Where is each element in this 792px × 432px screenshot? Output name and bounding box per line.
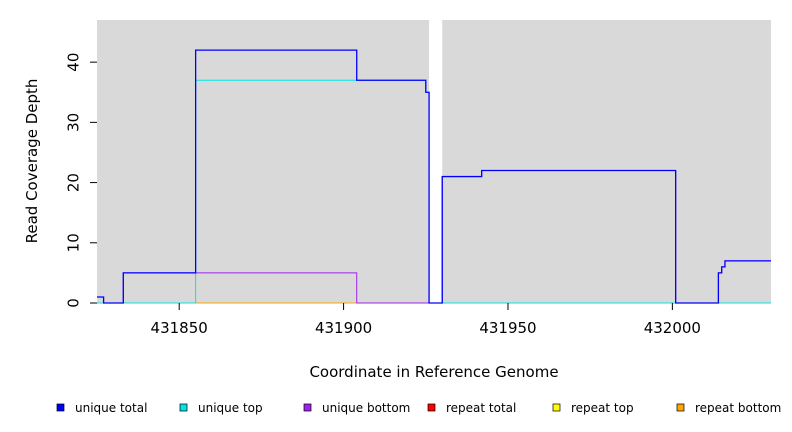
y-axis-title: Read Coverage Depth	[23, 79, 41, 244]
legend-item-unique-total: unique total	[56, 401, 147, 415]
coverage-gap	[429, 20, 443, 303]
series-layer	[97, 49, 771, 304]
legend-swatch	[56, 403, 65, 412]
y-tick-label: 30	[65, 113, 83, 132]
legend-swatch	[303, 403, 312, 412]
legend-swatch	[427, 403, 436, 412]
x-tick-label: 431850	[151, 319, 208, 337]
y-tick-label: 20	[65, 173, 83, 192]
legend-item-unique-bottom: unique bottom	[303, 401, 410, 415]
legend: unique total unique top unique bottom repea…	[56, 401, 781, 415]
legend-item-repeat-bottom: repeat bottom	[676, 401, 781, 415]
legend-label: repeat total	[446, 401, 516, 415]
x-tick-label: 432000	[644, 319, 701, 337]
legend-label: unique top	[198, 401, 263, 415]
y-axis: 0 10 20 30 40	[65, 53, 97, 308]
legend-label: repeat bottom	[695, 401, 781, 415]
legend-swatch	[676, 403, 685, 412]
x-tick-label: 431950	[479, 319, 536, 337]
legend-swatch	[552, 403, 561, 412]
legend-swatch	[179, 403, 188, 412]
x-tick-label: 431900	[315, 319, 372, 337]
gap-layer	[429, 20, 443, 303]
x-axis-title: Coordinate in Reference Genome	[309, 363, 558, 381]
y-tick-label: 40	[65, 53, 83, 72]
y-tick-label: 0	[65, 298, 83, 308]
legend-item-repeat-top: repeat top	[552, 401, 634, 415]
legend-item-repeat-total: repeat total	[427, 401, 516, 415]
legend-label: unique bottom	[322, 401, 410, 415]
x-axis: 431850 431900 431950 432000	[151, 303, 701, 337]
series-line-unique-total	[97, 49, 771, 304]
y-tick-label: 10	[65, 233, 83, 252]
legend-item-unique-top: unique top	[179, 401, 263, 415]
legend-label: repeat top	[571, 401, 634, 415]
legend-label: unique total	[75, 401, 147, 415]
